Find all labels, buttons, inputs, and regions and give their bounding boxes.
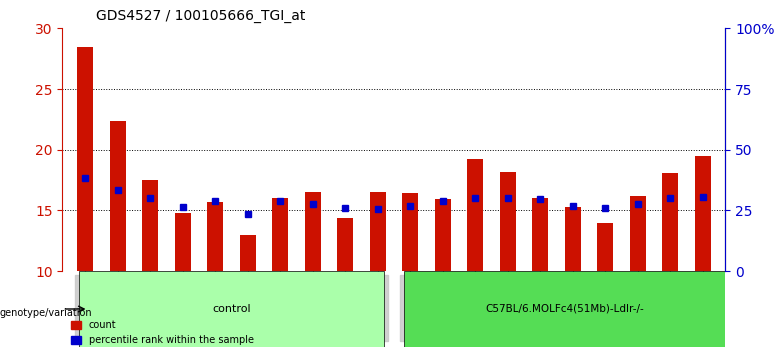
Bar <box>402 193 418 271</box>
Bar <box>467 159 484 271</box>
Bar <box>629 196 646 271</box>
Bar <box>207 202 223 271</box>
Text: genotype/variation: genotype/variation <box>0 308 93 318</box>
Bar <box>499 172 516 271</box>
Text: control: control <box>212 304 250 314</box>
Bar <box>370 192 386 271</box>
Bar <box>597 223 613 271</box>
Bar <box>565 207 581 271</box>
Bar <box>77 46 94 271</box>
Bar <box>175 213 191 271</box>
Bar <box>239 235 256 271</box>
Bar <box>434 199 451 271</box>
Bar <box>109 121 126 271</box>
Bar <box>532 198 548 271</box>
Bar <box>404 271 725 347</box>
Legend: count, percentile rank within the sample: count, percentile rank within the sample <box>67 316 257 349</box>
Bar <box>79 271 384 347</box>
Bar <box>662 173 679 271</box>
Bar <box>142 180 158 271</box>
Text: GDS4527 / 100105666_TGI_at: GDS4527 / 100105666_TGI_at <box>96 9 305 23</box>
Bar <box>272 198 289 271</box>
Bar <box>337 218 353 271</box>
Bar <box>304 192 321 271</box>
Text: C57BL/6.MOLFc4(51Mb)-Ldlr-/-: C57BL/6.MOLFc4(51Mb)-Ldlr-/- <box>485 304 644 314</box>
Bar <box>694 156 711 271</box>
